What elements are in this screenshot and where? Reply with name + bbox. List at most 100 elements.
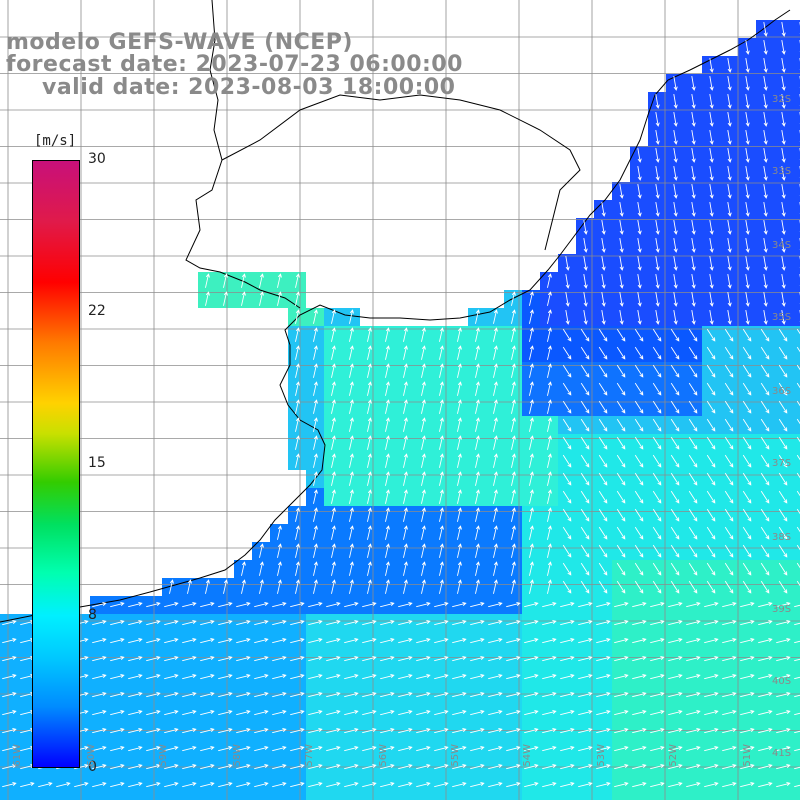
wind-arrow (164, 709, 179, 716)
wind-arrow (742, 436, 752, 450)
wind-arrow (650, 763, 665, 770)
wind-arrow (416, 691, 431, 698)
wind-arrow (781, 274, 786, 289)
wind-arrow (452, 781, 467, 788)
wind-arrow (562, 364, 572, 378)
wind-arrow (493, 327, 498, 342)
wind-arrow (164, 691, 179, 698)
wind-arrow (691, 166, 696, 181)
wind-arrow (439, 417, 444, 432)
wind-arrow (727, 310, 732, 325)
wind-arrow (182, 655, 197, 662)
wind-arrow (724, 526, 734, 540)
wind-arrow (470, 601, 485, 608)
wind-arrow (524, 601, 539, 608)
wind-arrow (634, 400, 644, 414)
wind-arrow (457, 327, 462, 342)
wind-arrow (110, 745, 125, 752)
wind-arrow (740, 745, 755, 752)
wind-arrow (295, 327, 300, 342)
wind-arrow (632, 745, 647, 752)
wind-arrow (452, 619, 467, 626)
wind-arrow (128, 709, 143, 716)
wind-arrow (560, 745, 575, 752)
wind-arrow (580, 580, 590, 594)
wind-arrow (295, 435, 300, 450)
wind-arrow (349, 507, 354, 522)
wind-arrow (727, 112, 732, 127)
wind-arrow (200, 673, 215, 680)
wind-arrow (218, 709, 233, 716)
wind-arrow (740, 619, 755, 626)
wind-arrow (182, 727, 197, 734)
wind-arrow (601, 220, 606, 235)
wind-arrow (709, 130, 714, 145)
wind-arrow (596, 763, 611, 770)
wind-arrow (385, 579, 390, 594)
wind-arrow (223, 291, 228, 306)
wind-arrow (403, 471, 408, 486)
wind-arrow (778, 364, 788, 378)
wind-arrow (542, 655, 557, 662)
wind-arrow (110, 709, 125, 716)
wind-arrow (724, 346, 734, 360)
wind-arrow (128, 619, 143, 626)
wind-arrow (236, 601, 251, 608)
wind-arrow (398, 691, 413, 698)
wind-arrow (673, 112, 678, 127)
wind-arrow (236, 691, 251, 698)
wind-arrow (580, 526, 590, 540)
wind-arrow (385, 489, 390, 504)
wind-arrow (637, 292, 642, 307)
wind-arrow (740, 709, 755, 716)
wind-arrow (313, 363, 318, 378)
wind-arrow (616, 400, 626, 414)
wind-arrow (583, 274, 588, 289)
colorbar-tick: 22 (88, 303, 106, 319)
wind-arrow (760, 562, 770, 576)
wind-arrow (308, 637, 323, 644)
wind-arrow (200, 619, 215, 626)
field-cell (792, 128, 800, 146)
wind-arrow (616, 418, 626, 432)
wind-arrow (146, 691, 161, 698)
wind-arrow (724, 418, 734, 432)
wind-arrow (439, 399, 444, 414)
wind-arrow (277, 543, 282, 558)
wind-arrow (542, 601, 557, 608)
wind-arrow (637, 238, 642, 253)
wind-arrow (470, 763, 485, 770)
wind-arrow (439, 453, 444, 468)
wind-arrow (475, 471, 480, 486)
wind-arrow (2, 727, 17, 734)
wind-arrow (452, 709, 467, 716)
wind-arrow (704, 655, 719, 662)
wind-arrow (511, 417, 516, 432)
wind-arrow (506, 763, 521, 770)
wind-arrow (529, 507, 534, 522)
wind-arrow (670, 364, 680, 378)
wind-arrow (110, 655, 125, 662)
wind-arrow (706, 436, 716, 450)
wind-arrow (745, 40, 750, 55)
wind-arrow (200, 709, 215, 716)
wind-arrow (778, 346, 788, 360)
wind-arrow (776, 781, 791, 788)
wind-arrow (398, 655, 413, 662)
wind-arrow (652, 382, 662, 396)
wind-arrow (367, 453, 372, 468)
wind-arrow (706, 580, 716, 594)
wind-arrow (727, 292, 732, 307)
wind-arrow (562, 508, 572, 522)
field-cell (414, 794, 432, 800)
wind-arrow (295, 363, 300, 378)
wind-arrow (668, 763, 683, 770)
wind-arrow (565, 274, 570, 289)
wind-arrow (182, 601, 197, 608)
wind-arrow (745, 274, 750, 289)
wind-arrow (560, 601, 575, 608)
lat-label: 37S (772, 458, 792, 469)
wind-arrow (794, 730, 800, 734)
wind-arrow (403, 543, 408, 558)
